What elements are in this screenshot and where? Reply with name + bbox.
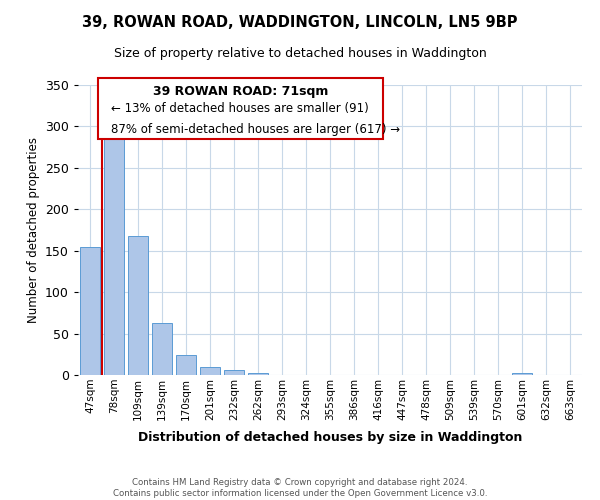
Bar bbox=[224, 370, 244, 375]
Bar bbox=[128, 236, 148, 375]
Bar bbox=[248, 372, 268, 375]
FancyBboxPatch shape bbox=[98, 78, 383, 138]
Bar bbox=[176, 355, 196, 375]
Text: Contains HM Land Registry data © Crown copyright and database right 2024.
Contai: Contains HM Land Registry data © Crown c… bbox=[113, 478, 487, 498]
Text: ← 13% of detached houses are smaller (91): ← 13% of detached houses are smaller (91… bbox=[111, 102, 368, 116]
Text: 39 ROWAN ROAD: 71sqm: 39 ROWAN ROAD: 71sqm bbox=[153, 85, 328, 98]
Text: Size of property relative to detached houses in Waddington: Size of property relative to detached ho… bbox=[113, 48, 487, 60]
Y-axis label: Number of detached properties: Number of detached properties bbox=[26, 137, 40, 323]
X-axis label: Distribution of detached houses by size in Waddington: Distribution of detached houses by size … bbox=[138, 431, 522, 444]
Bar bbox=[152, 323, 172, 375]
Bar bbox=[104, 138, 124, 375]
Text: 39, ROWAN ROAD, WADDINGTON, LINCOLN, LN5 9BP: 39, ROWAN ROAD, WADDINGTON, LINCOLN, LN5… bbox=[82, 15, 518, 30]
Bar bbox=[80, 246, 100, 375]
Bar bbox=[200, 366, 220, 375]
Text: 87% of semi-detached houses are larger (617) →: 87% of semi-detached houses are larger (… bbox=[111, 122, 400, 136]
Bar bbox=[512, 374, 532, 375]
